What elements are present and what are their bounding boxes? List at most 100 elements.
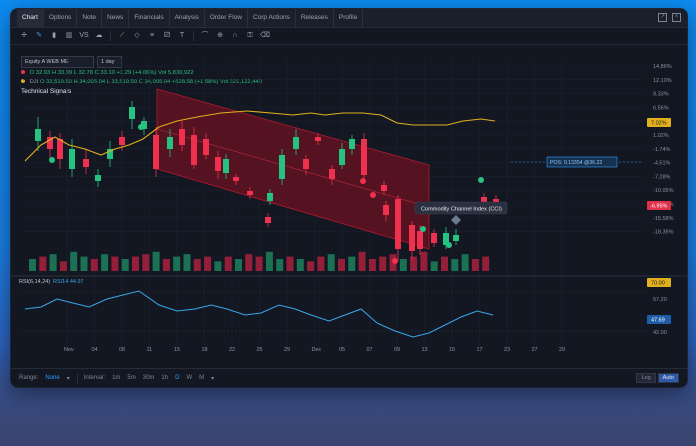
interval-1h[interactable]: 1h	[161, 375, 169, 381]
volume-bar	[121, 259, 129, 271]
volume-bar	[204, 256, 212, 271]
index-volume: Vol 321,122,440	[220, 79, 262, 85]
candles-icon[interactable]: ▥	[65, 32, 73, 39]
price-axis-label: 6.56%	[653, 105, 669, 111]
price-chart[interactable]: 14.86%12.10%9.33%6.56%3.79%1.02%-1.74%-4…	[11, 9, 687, 387]
lock-icon[interactable]: ⚿	[247, 32, 253, 39]
price-axis-label: -15.58%	[653, 216, 674, 222]
close-icon[interactable]: ×	[672, 13, 681, 22]
price-axis-label: 14.86%	[653, 64, 672, 70]
index-open: O 33,519.50	[39, 79, 72, 85]
range-chevron-icon[interactable]: ▾	[66, 375, 70, 382]
symbol-input[interactable]: Equity A WEB ME	[21, 56, 94, 68]
tab-news[interactable]: News	[102, 9, 130, 27]
tab-profile[interactable]: Profile	[334, 9, 364, 27]
popout-icon[interactable]: ↗	[658, 13, 667, 22]
high-value: H 33.99	[51, 70, 73, 76]
interval-5m[interactable]: 5m	[127, 375, 136, 381]
volume-bar	[183, 254, 191, 271]
tab-chart[interactable]: Chart	[17, 9, 44, 27]
candle	[349, 139, 355, 149]
interval-chevron-icon[interactable]: ▾	[211, 375, 215, 382]
volume-bar	[142, 254, 150, 271]
candle	[141, 121, 147, 129]
time-axis-label: 22	[229, 347, 235, 353]
candle	[315, 137, 321, 141]
range-select[interactable]: None	[45, 375, 60, 381]
cloud-icon[interactable]: ☁	[95, 32, 103, 39]
tab-options[interactable]: Options	[44, 9, 78, 27]
tab-financials[interactable]: Financials	[129, 9, 170, 27]
zoom-icon[interactable]: ⊕	[217, 32, 223, 39]
volume-bar	[348, 256, 356, 271]
volume-bar	[441, 256, 448, 271]
series-dot	[21, 70, 25, 75]
low-value: L 32.78	[73, 70, 93, 76]
rsi-badge-top-text: 70.00	[651, 281, 665, 287]
volume-bar	[379, 256, 387, 271]
price-axis-label: 1.02%	[653, 133, 669, 139]
volume-bar	[327, 254, 335, 271]
text-icon[interactable]: T	[179, 32, 185, 39]
candle	[233, 177, 239, 181]
candle	[267, 193, 273, 201]
rangebar-divider	[76, 373, 78, 383]
volume-bar	[482, 256, 490, 271]
tab-corp-actions[interactable]: Corp Actions	[248, 9, 296, 27]
candle	[381, 185, 387, 191]
tab-note[interactable]: Note	[77, 9, 103, 27]
period-select[interactable]: 1 day	[97, 56, 122, 68]
candle	[453, 235, 459, 241]
volume-bar	[29, 259, 36, 271]
price-badge-red	[647, 201, 671, 210]
time-axis-label: 23	[504, 347, 510, 353]
time-axis-label: 17	[477, 347, 483, 353]
crosshair-icon[interactable]: ✛	[21, 32, 27, 39]
indicator-tooltip-text: Commodity Channel Index (CCI)	[421, 207, 502, 213]
position-label-box[interactable]	[546, 156, 618, 168]
volume-value: Vol 5,830,922	[158, 70, 194, 76]
interval-m[interactable]: M	[199, 375, 205, 381]
measure-icon[interactable]: ⌒	[201, 32, 209, 39]
candle	[57, 139, 63, 159]
tab-bar: Chart Options Note News Financials Analysis Or…	[11, 9, 687, 28]
price-axis-label: -4.51%	[653, 161, 671, 167]
candle	[107, 149, 113, 159]
price-axis-label: 12.10%	[653, 78, 672, 84]
pattern-icon[interactable]: ⚂	[163, 32, 171, 39]
auto-scale-button[interactable]: Auto	[657, 373, 679, 383]
time-axis-label: 18	[202, 347, 208, 353]
volume-bar	[173, 256, 181, 271]
index-change: +528.58 (+1.58%)	[171, 79, 219, 85]
interval-1m[interactable]: 1m	[112, 375, 121, 381]
log-scale-button[interactable]: Log	[636, 373, 656, 383]
volume-bar	[451, 259, 459, 271]
trash-icon[interactable]: ⌫	[260, 32, 270, 39]
volume-bar	[307, 261, 315, 271]
shapes-icon[interactable]: ◇	[134, 32, 140, 39]
rsi-axis-label: 42.00	[653, 330, 667, 336]
fibonacci-icon[interactable]: ≡	[149, 32, 155, 39]
trendline-icon[interactable]: ⟋	[119, 32, 125, 39]
pencil-icon[interactable]: ✎	[36, 32, 42, 39]
regression-channel	[156, 88, 430, 250]
volume-bar	[70, 251, 78, 271]
tab-order-flow[interactable]: Order Flow	[205, 9, 248, 27]
magnet-icon[interactable]: ∩	[232, 32, 238, 39]
bars-icon[interactable]: ▮	[52, 32, 56, 39]
volume-bar	[101, 254, 109, 271]
candle	[119, 137, 125, 145]
candle	[35, 129, 41, 141]
tab-analysis[interactable]: Analysis	[170, 9, 205, 27]
interval-w[interactable]: W	[186, 375, 193, 381]
volume-bar	[368, 259, 376, 271]
tab-releases[interactable]: Releases	[296, 9, 334, 27]
interval-30m[interactable]: 30m	[142, 375, 155, 381]
close-value: C 33.10	[94, 70, 115, 76]
candle	[129, 107, 135, 119]
cursor-diamond[interactable]	[451, 215, 461, 225]
volume-bar	[338, 259, 345, 271]
time-axis-label: 04	[92, 347, 98, 353]
indicators-icon[interactable]: VS	[79, 32, 89, 39]
interval-d[interactable]: D	[175, 375, 180, 381]
